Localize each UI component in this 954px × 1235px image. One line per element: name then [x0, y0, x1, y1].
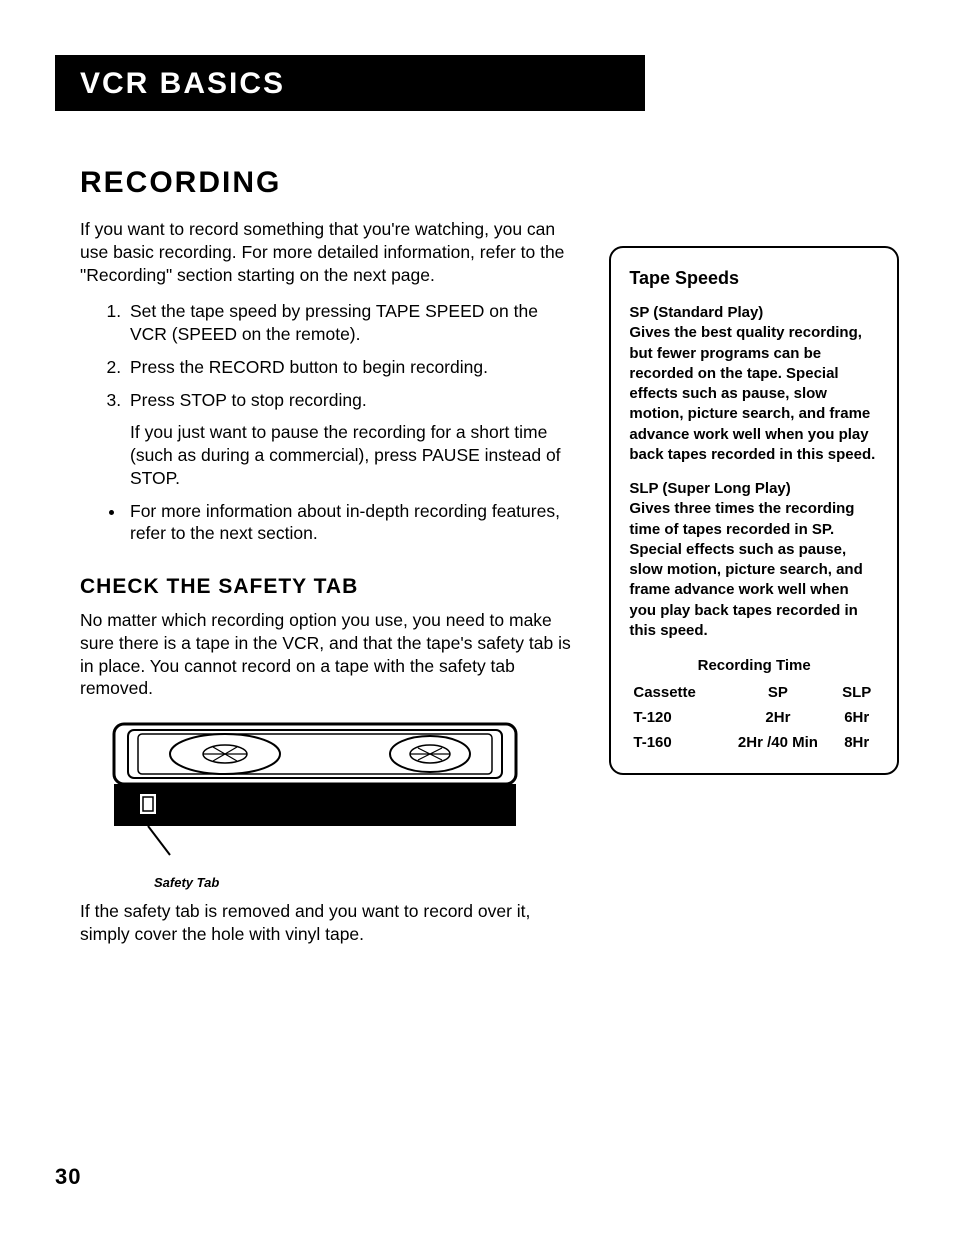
sp-text: Gives the best quality recording, but fe… — [629, 324, 875, 463]
tape-speeds-box: Tape Speeds SP (Standard Play) Gives the… — [609, 246, 899, 775]
cassette-icon — [110, 720, 520, 870]
table-header-cell: SP — [721, 680, 834, 705]
chapter-title: VCR Basics — [80, 67, 285, 100]
recording-time-table: Cassette SP SLP T-120 2Hr 6Hr T-160 2Hr … — [629, 680, 879, 755]
slp-text: Gives three times the recording time of … — [629, 500, 862, 639]
bullet-list: For more information about in-depth reco… — [80, 500, 579, 546]
table-row: Cassette SP SLP — [629, 680, 879, 705]
table-cell: T-120 — [629, 705, 721, 730]
step-item: Press STOP to stop recording. — [126, 389, 579, 412]
intro-paragraph: If you want to record something that you… — [80, 218, 579, 286]
steps-list: Set the tape speed by pressing TAPE SPEE… — [80, 300, 579, 411]
table-header-cell: SLP — [834, 680, 879, 705]
page: VCR Basics Recording If you want to reco… — [0, 0, 954, 1235]
table-cell: 8Hr — [834, 730, 879, 755]
safety-paragraph: No matter which recording option you use… — [80, 609, 579, 700]
after-cassette-paragraph: If the safety tab is removed and you wan… — [80, 900, 579, 946]
cassette-caption: Safety Tab — [154, 875, 520, 890]
page-number: 30 — [55, 1164, 81, 1190]
table-row: T-120 2Hr 6Hr — [629, 705, 879, 730]
step-item: Press the RECORD button to begin recordi… — [126, 356, 579, 379]
sidebar-heading: Tape Speeds — [629, 268, 879, 289]
sp-title: SP (Standard Play) — [629, 304, 763, 321]
table-cell: 2Hr /40 Min — [721, 730, 834, 755]
table-header-cell: Cassette — [629, 680, 721, 705]
sp-block: SP (Standard Play) Gives the best qualit… — [629, 303, 879, 465]
table-cell: 2Hr — [721, 705, 834, 730]
section-heading: Recording — [80, 166, 579, 200]
table-cell: T-160 — [629, 730, 721, 755]
step-note: If you just want to pause the recording … — [130, 421, 579, 489]
table-row: T-160 2Hr /40 Min 8Hr — [629, 730, 879, 755]
table-cell: 6Hr — [834, 705, 879, 730]
step-item: Set the tape speed by pressing TAPE SPEE… — [126, 300, 579, 346]
sidebar-column: Tape Speeds SP (Standard Play) Gives the… — [609, 246, 899, 775]
main-column: Recording If you want to record somethin… — [80, 166, 579, 960]
chapter-header: VCR Basics — [55, 55, 645, 111]
cassette-illustration: Safety Tab — [110, 720, 520, 890]
bullet-item: For more information about in-depth reco… — [126, 500, 579, 546]
subsection-heading: Check the Safety Tab — [80, 575, 579, 599]
slp-title: SLP (Super Long Play) — [629, 480, 790, 497]
content-area: Recording If you want to record somethin… — [0, 111, 954, 960]
slp-block: SLP (Super Long Play) Gives three times … — [629, 479, 879, 641]
recording-time-heading: Recording Time — [629, 657, 879, 674]
